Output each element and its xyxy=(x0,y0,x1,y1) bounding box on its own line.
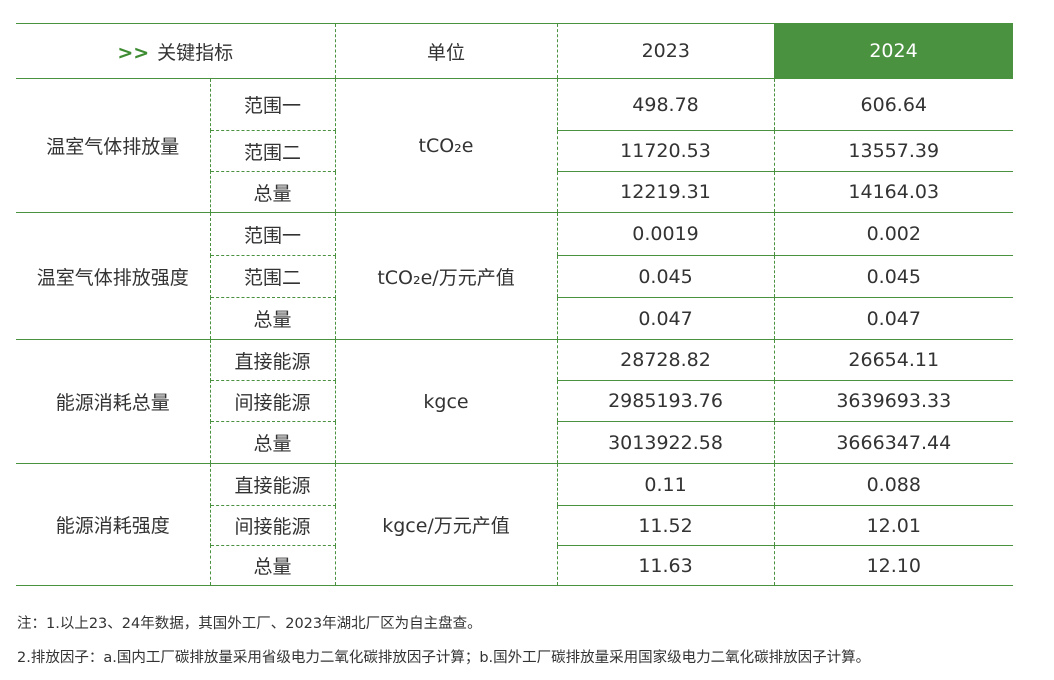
sub-indicator: 范围一 xyxy=(210,78,336,131)
sub-indicator: 直接能源 xyxy=(210,463,336,506)
group-name: 温室气体排放量 xyxy=(16,78,211,213)
unit-cell: kgce xyxy=(335,339,558,464)
value-2024: 0.002 xyxy=(774,212,1014,256)
value-2024: 0.088 xyxy=(774,463,1014,506)
sub-indicator: 范围一 xyxy=(210,212,336,256)
value-2024: 13557.39 xyxy=(774,130,1014,172)
value-2024: 3666347.44 xyxy=(774,421,1014,464)
value-2023: 0.0019 xyxy=(557,212,775,256)
table-row: 能源消耗总量 直接能源 kgce 28728.82 26654.11 xyxy=(16,339,1014,464)
header-2024: 2024 xyxy=(774,23,1014,79)
group-name: 能源消耗总量 xyxy=(16,339,211,464)
value-2024: 14164.03 xyxy=(774,171,1014,213)
value-2023: 3013922.58 xyxy=(557,421,775,464)
table-row: 温室气体排放量 范围一 tCO₂e 498.78 606.64 xyxy=(16,78,1014,213)
value-2024: 606.64 xyxy=(774,78,1014,131)
group-name: 温室气体排放强度 xyxy=(16,212,211,340)
sub-indicator: 范围二 xyxy=(210,255,336,298)
value-2023: 11.52 xyxy=(557,505,775,546)
sub-indicator: 总量 xyxy=(210,545,336,586)
sub-indicator: 间接能源 xyxy=(210,505,336,546)
table-row: 总量 11.63 12.10 xyxy=(16,545,1014,586)
value-2024: 3639693.33 xyxy=(774,380,1014,422)
table-row: 总量 0.047 0.047 xyxy=(16,297,1014,340)
header-indicator-label: 关键指标 xyxy=(157,41,234,64)
sub-indicator: 总量 xyxy=(210,421,336,464)
unit-cell: kgce/万元产值 xyxy=(335,463,558,586)
value-2024: 0.047 xyxy=(774,297,1014,340)
header-2023: 2023 xyxy=(557,23,775,79)
value-2024: 0.045 xyxy=(774,255,1014,298)
sub-indicator: 直接能源 xyxy=(210,339,336,381)
table-row: 温室气体排放强度 范围一 tCO₂e/万元产值 0.0019 0.002 xyxy=(16,212,1014,340)
header-unit: 单位 xyxy=(335,23,558,79)
unit-cell: tCO₂e/万元产值 xyxy=(335,212,558,340)
key-indicators-table: >> 关键指标 单位 2023 2024 温室气体排放量 范围一 tCO₂e 498.7… xyxy=(16,23,1014,586)
sub-indicator: 总量 xyxy=(210,297,336,340)
unit-cell: tCO₂e xyxy=(335,78,558,213)
value-2023: 498.78 xyxy=(557,78,775,131)
sub-indicator: 范围二 xyxy=(210,130,336,172)
sub-indicator: 间接能源 xyxy=(210,380,336,422)
table-row: 总量 3013922.58 3666347.44 xyxy=(16,421,1014,464)
table-row: 能源消耗强度 直接能源 kgce/万元产值 0.11 0.088 xyxy=(16,463,1014,586)
value-2023: 12219.31 xyxy=(557,171,775,213)
group-name: 能源消耗强度 xyxy=(16,463,211,586)
table-row: 间接能源 11.52 12.01 xyxy=(16,505,1014,546)
header-indicator: >> 关键指标 xyxy=(16,23,336,79)
value-2023: 0.047 xyxy=(557,297,775,340)
value-2024: 26654.11 xyxy=(774,339,1014,381)
header-row: >> 关键指标 单位 2023 2024 xyxy=(16,23,1014,79)
value-2023: 28728.82 xyxy=(557,339,775,381)
value-2023: 0.045 xyxy=(557,255,775,298)
value-2024: 12.10 xyxy=(774,545,1014,586)
table-row: 总量 12219.31 14164.03 xyxy=(16,171,1014,213)
note-2: 2.排放因子：a.国内工厂碳排放量采用省级电力二氧化碳排放因子计算；b.国外工厂… xyxy=(17,650,871,666)
value-2023: 0.11 xyxy=(557,463,775,506)
double-chevron-icon: >> xyxy=(117,41,150,64)
table-row: 间接能源 2985193.76 3639693.33 xyxy=(16,380,1014,422)
table-row: 范围二 0.045 0.045 xyxy=(16,255,1014,298)
value-2023: 2985193.76 xyxy=(557,380,775,422)
table-row: 范围二 11720.53 13557.39 xyxy=(16,130,1014,172)
value-2023: 11.63 xyxy=(557,545,775,586)
note-1: 注：1.以上23、24年数据，其国外工厂、2023年湖北厂区为自主盘查。 xyxy=(17,616,482,632)
sub-indicator: 总量 xyxy=(210,171,336,213)
value-2023: 11720.53 xyxy=(557,130,775,172)
value-2024: 12.01 xyxy=(774,505,1014,546)
